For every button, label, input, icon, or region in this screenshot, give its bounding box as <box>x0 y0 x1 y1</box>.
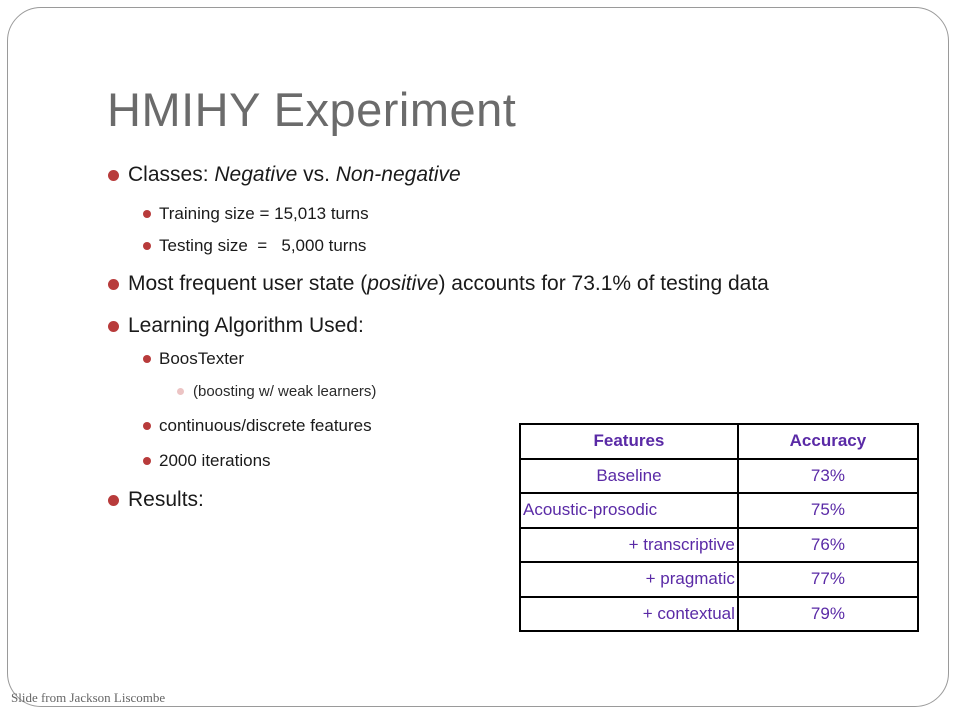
bullet-text: Training size = 15,013 turns <box>159 204 369 223</box>
bullet-dot <box>143 242 151 250</box>
bullet-text: (boosting w/ weak learners) <box>193 383 377 400</box>
bullet-classes: Classes: Negative vs. Non-negative <box>108 163 461 187</box>
accuracy-cell: 73% <box>736 457 920 494</box>
bullet-dot <box>108 169 119 181</box>
feature-cell: + contextual <box>519 595 739 632</box>
accuracy-cell: 76% <box>736 526 920 563</box>
bullet-testing-size: Testing size = 5,000 turns <box>143 236 366 256</box>
results-table: Features Accuracy Baseline 73% Acoustic-… <box>519 423 920 632</box>
bullet-text: continuous/discrete features <box>159 416 372 435</box>
header-accuracy: Accuracy <box>736 423 920 460</box>
bullet-most-frequent: Most frequent user state (positive) acco… <box>108 272 769 296</box>
accuracy-cell: 77% <box>736 561 920 598</box>
bullet-dot <box>108 278 119 290</box>
table-row: + transcriptive 76% <box>519 526 920 563</box>
bullet-results: Results: <box>108 488 204 512</box>
bullet-text: Most frequent user state (positive) acco… <box>128 272 769 295</box>
bullet-features: continuous/discrete features <box>143 416 372 436</box>
table-row: + contextual 79% <box>519 595 920 632</box>
header-features: Features <box>519 423 739 460</box>
feature-cell: + pragmatic <box>519 561 739 598</box>
slide-title: HMIHY Experiment <box>107 83 517 136</box>
bullet-text: Learning Algorithm Used: <box>128 314 364 337</box>
bullet-dot <box>143 355 151 363</box>
bullet-text: 2000 iterations <box>159 451 271 470</box>
table-row: Baseline 73% <box>519 457 920 494</box>
slide-credit: Slide from Jackson Liscombe <box>11 690 166 705</box>
bullet-learning-algorithm: Learning Algorithm Used: <box>108 314 364 338</box>
feature-cell: Acoustic-prosodic <box>519 492 739 529</box>
bullet-dot <box>143 457 151 465</box>
bullet-dot <box>108 320 119 332</box>
bullet-dot <box>108 494 119 506</box>
bullet-dot <box>177 388 184 395</box>
bullet-boostexter: BoosTexter <box>143 349 244 369</box>
feature-cell: + transcriptive <box>519 526 739 563</box>
bullet-text: Classes: Negative vs. Non-negative <box>128 163 461 186</box>
table-header-row: Features Accuracy <box>519 423 920 460</box>
bullet-boosting-note: (boosting w/ weak learners) <box>177 383 376 400</box>
accuracy-cell: 75% <box>736 492 920 529</box>
bullet-dot <box>143 210 151 218</box>
bullet-training-size: Training size = 15,013 turns <box>143 204 369 224</box>
bullet-text: BoosTexter <box>159 349 245 368</box>
slide-frame <box>7 7 949 707</box>
bullet-iterations: 2000 iterations <box>143 451 271 471</box>
feature-cell: Baseline <box>519 457 739 494</box>
bullet-text: Testing size = 5,000 turns <box>159 236 367 255</box>
bullet-text: Results: <box>128 488 204 511</box>
bullet-dot <box>143 422 151 430</box>
accuracy-cell: 79% <box>736 595 920 632</box>
table-row: + pragmatic 77% <box>519 561 920 598</box>
table-row: Acoustic-prosodic 75% <box>519 492 920 529</box>
